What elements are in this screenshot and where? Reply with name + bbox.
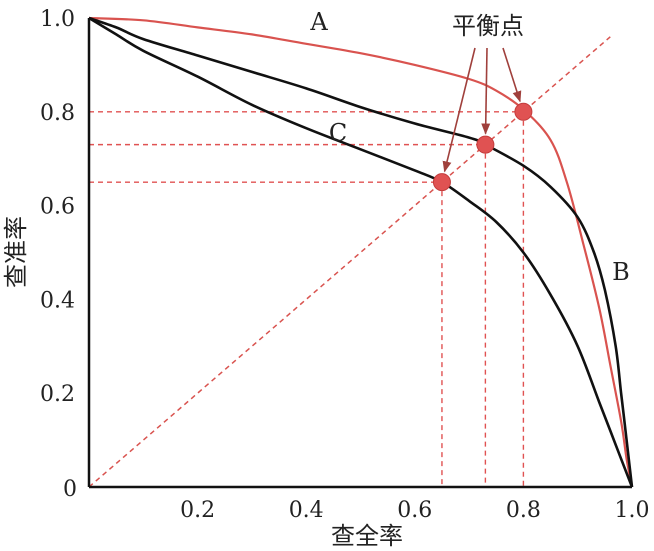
- break-even-point-1: [476, 135, 495, 154]
- annotation-arrow-2: [502, 47, 522, 103]
- break-even-point-0: [432, 173, 451, 192]
- x-tick-label: 0.4: [289, 498, 324, 523]
- x-tick-label: 0: [63, 477, 77, 502]
- break-even-points: [432, 102, 533, 192]
- annotation-arrows: [442, 47, 522, 173]
- curve-label-b: B: [612, 258, 630, 286]
- x-tick-labels: 0 0.2 0.4 0.6 0.8 1.0: [63, 477, 650, 523]
- annotation-arrow-0: [442, 47, 476, 173]
- curve-a: [88, 16, 634, 488]
- x-tick-label: 1.0: [615, 498, 650, 523]
- x-tick-label: 0.8: [506, 498, 541, 523]
- y-tick-label: 0.6: [40, 195, 75, 220]
- annotation-label: 平衡点: [452, 12, 524, 40]
- x-tick-label: 0.6: [397, 498, 432, 523]
- x-axis-title: 查全率: [331, 522, 403, 550]
- x-tick-label: 0.2: [180, 498, 215, 523]
- curve-labels: A B C: [309, 8, 629, 286]
- y-tick-label: 0.2: [40, 382, 75, 407]
- y-tick-label: 0.8: [40, 101, 75, 126]
- break-even-guides: [89, 111, 525, 487]
- annotation-arrow-1: [481, 47, 491, 135]
- curve-label-a: A: [309, 8, 328, 36]
- axes: [87, 18, 632, 489]
- y-tick-label: 1.0: [40, 7, 75, 32]
- diagonal-line: [88, 36, 611, 488]
- y-axis-title: 查准率: [2, 216, 30, 288]
- break-even-point-2: [514, 102, 533, 121]
- y-tick-label: 0.4: [40, 288, 75, 313]
- curve-label-c: C: [329, 119, 347, 147]
- y-tick-labels: 0.2 0.4 0.6 0.8 1.0: [40, 7, 75, 407]
